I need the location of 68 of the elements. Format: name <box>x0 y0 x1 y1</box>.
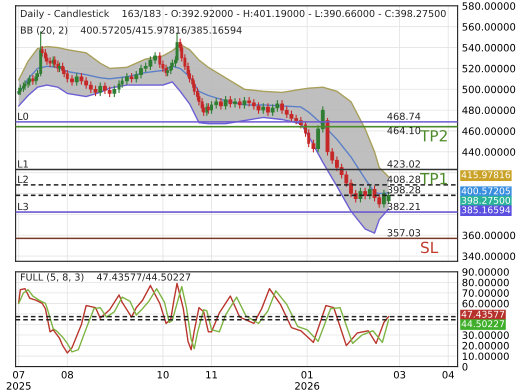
ref-line-label: 464.10 <box>387 126 420 134</box>
y-tick-label: 20.00000 <box>462 342 509 350</box>
candlestick <box>34 73 38 85</box>
annotation: SL <box>421 242 438 254</box>
text: BB (20, 2) 400.57205/415.97816/385.16594 <box>20 26 242 35</box>
y-tick-label: 80.00000 <box>462 278 509 286</box>
y-tick-label: 500.00000 <box>462 86 516 94</box>
y-tick-label: 60.00000 <box>462 300 509 308</box>
candlestick <box>363 188 368 200</box>
y-tick-label: 520.00000 <box>462 64 516 72</box>
candlestick <box>242 97 246 109</box>
ref-line-label: 408.28 <box>387 176 420 184</box>
x-tick-label: 11 <box>206 371 217 378</box>
y-tick-label: 70.00000 <box>462 289 509 297</box>
text: 385.16594 <box>462 206 510 214</box>
chart-title: FULL (5, 8, 3) 47.43577/44.50227 <box>20 273 190 282</box>
candlestick <box>158 52 162 68</box>
annotation: L3 <box>18 202 28 210</box>
chart-title: Daily - Candlestick 163/183 - O:392.92000 - H:401.19000 - L:390.66000 - C:398.27500 <box>20 10 446 19</box>
y-tick-label: 30.00000 <box>462 331 509 339</box>
x-tick-label: 01 2026 <box>295 370 320 390</box>
y-tick-label: 10.00000 <box>462 352 509 360</box>
candlestick <box>44 49 47 62</box>
candlestick <box>358 188 362 202</box>
candlestick <box>176 33 178 63</box>
ref-line-label: 468.74 <box>387 112 420 120</box>
candlestick <box>206 103 210 114</box>
x-tick-label: 03 <box>394 370 406 379</box>
candlestick <box>261 103 266 114</box>
candlestick <box>228 96 232 108</box>
candlestick <box>266 103 270 116</box>
candlestick <box>124 73 129 85</box>
candlestick <box>70 75 74 86</box>
annotation: L2 <box>18 176 28 183</box>
x-tick-label: 07 2025 <box>6 370 31 390</box>
y-tick-label: 580.00000 <box>462 2 516 10</box>
x-tick-label: 04 <box>442 370 454 379</box>
y-tick-label: 540.00000 <box>462 44 516 52</box>
candlestick <box>28 75 32 86</box>
candlestick <box>169 62 172 74</box>
x-tick-label: 10 <box>158 370 169 379</box>
candlestick <box>74 73 79 86</box>
ref-line-label: 44.50227 <box>462 320 504 328</box>
y-tick-label: 480.00000 <box>462 106 516 114</box>
y-tick-label: 460.00000 <box>462 127 516 135</box>
ref-line-label: 47.43577 <box>462 310 504 318</box>
ref-line-label: 382.21 <box>388 202 420 210</box>
candlestick <box>219 98 223 110</box>
candlestick <box>224 96 228 110</box>
y-tick-label: 0 <box>462 362 468 371</box>
ref-line-label: 423.02 <box>387 160 420 168</box>
annotation: TP1 <box>420 173 447 184</box>
candlestick <box>53 56 56 68</box>
text: 398.27500 <box>462 196 510 204</box>
y-tick-label: 440.00000 <box>462 148 516 156</box>
ref-line-label: 398.28 <box>388 186 420 194</box>
annotation: L0 <box>18 112 28 120</box>
annotation: L1 <box>18 160 28 168</box>
y-tick-label: 90.00000 <box>462 268 509 276</box>
text: 400.57205 <box>462 187 510 194</box>
annotation: TP2 <box>420 130 447 142</box>
y-tick-label: 340.00000 <box>462 252 516 260</box>
ref-line-label: 357.03 <box>388 229 420 236</box>
x-tick-label: 08 <box>62 370 73 379</box>
candlestick <box>112 86 116 98</box>
y-tick-label: 360.00000 <box>462 232 516 240</box>
y-tick-label: 560.00000 <box>462 23 516 31</box>
text: 415.97816 <box>462 171 510 178</box>
